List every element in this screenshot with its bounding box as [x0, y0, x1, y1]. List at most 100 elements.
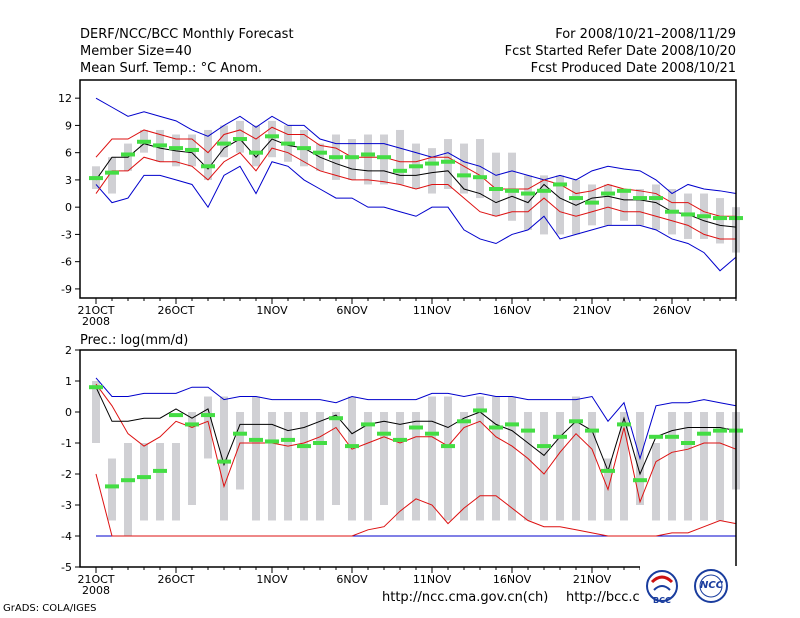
median-marker	[569, 196, 583, 201]
ensemble-box	[380, 134, 388, 185]
x-tick-label: 6NOV	[336, 573, 368, 586]
ensemble-box	[348, 396, 356, 521]
median-marker	[137, 139, 151, 144]
median-marker	[153, 468, 167, 473]
ensemble-box	[556, 175, 564, 235]
bcc-logo-text: BCC	[653, 596, 671, 605]
ensemble-box	[588, 412, 596, 521]
x-tick-label: 21OCT	[77, 573, 114, 586]
median-marker	[569, 419, 583, 424]
median-marker	[617, 422, 631, 427]
median-marker	[633, 196, 647, 201]
ensemble-box	[124, 443, 132, 536]
median-marker	[185, 147, 199, 152]
x-tick-label: 26OCT	[157, 573, 194, 586]
y-tick-label: -1	[61, 437, 72, 450]
median-marker	[649, 434, 663, 439]
median-marker	[601, 468, 615, 473]
median-marker	[345, 155, 359, 160]
y-tick-label: 2	[65, 344, 72, 357]
ensemble-box	[572, 396, 580, 521]
median-marker	[553, 434, 567, 439]
median-marker	[233, 137, 247, 142]
y-tick-label: 0	[65, 406, 72, 419]
x-tick-label: 6NOV	[336, 304, 368, 317]
y-tick-label: 1	[65, 375, 72, 388]
median-marker	[201, 413, 215, 418]
median-marker	[377, 155, 391, 160]
median-marker	[457, 173, 471, 178]
y-tick-label: 9	[65, 119, 72, 132]
median-marker	[313, 441, 327, 445]
median-marker	[409, 164, 423, 169]
median-marker	[537, 444, 551, 449]
ensemble-box	[476, 139, 484, 199]
logo-graphics	[646, 569, 728, 603]
median-marker	[329, 416, 343, 421]
median-marker	[201, 164, 215, 169]
ensemble-box	[252, 396, 260, 521]
footer-url-ncc[interactable]: http://ncc.cma.gov.cn(ch)	[382, 590, 549, 605]
median-marker	[233, 431, 247, 436]
median-marker	[697, 431, 711, 436]
median-marker	[217, 459, 231, 464]
ensemble-box	[492, 396, 500, 521]
y-tick-label: -9	[61, 283, 72, 296]
ensemble-box	[540, 412, 548, 521]
series-mean-line	[95, 138, 737, 228]
ensemble-box	[716, 198, 724, 244]
median-marker	[265, 134, 279, 139]
median-marker	[313, 150, 327, 155]
header-right: For 2008/10/21–2008/11/29 Fcst Started R…	[505, 26, 736, 77]
y-tick-label: 12	[58, 92, 72, 105]
median-marker	[633, 478, 647, 483]
median-marker	[425, 431, 439, 436]
median-marker	[137, 475, 151, 480]
x-tick-label: 26NOV	[653, 304, 692, 317]
ensemble-box	[172, 443, 180, 521]
ensemble-box	[316, 412, 324, 521]
median-marker	[649, 196, 663, 201]
member-size-label: Member Size=40	[80, 44, 192, 59]
median-marker	[681, 441, 695, 445]
ensemble-box	[412, 412, 420, 521]
median-marker	[377, 431, 391, 436]
y-tick-label: -3	[61, 499, 72, 512]
x-tick-label: 11NOV	[413, 573, 452, 586]
median-marker	[601, 191, 615, 196]
median-marker	[89, 176, 103, 181]
median-marker	[169, 413, 183, 418]
ensemble-box	[588, 184, 596, 226]
y-tick-label: -4	[61, 530, 72, 543]
y-tick-label: -5	[61, 561, 72, 574]
x-year-label: 2008	[82, 315, 110, 328]
median-marker	[89, 385, 103, 390]
x-tick-label: 21OCT	[77, 304, 114, 317]
x-tick-label: 21NOV	[573, 304, 612, 317]
median-marker	[185, 422, 199, 427]
y-tick-label: -6	[61, 256, 72, 269]
x-tick-label: 11NOV	[413, 304, 452, 317]
ensemble-box	[716, 412, 724, 521]
median-marker	[105, 484, 119, 489]
median-marker	[505, 188, 519, 193]
median-marker	[105, 170, 119, 175]
median-marker	[361, 152, 375, 157]
median-marker	[697, 214, 711, 219]
x-tick-label: 16NOV	[493, 573, 532, 586]
median-marker	[425, 161, 439, 166]
median-marker	[585, 200, 599, 205]
ensemble-box	[364, 412, 372, 521]
ensemble-box	[284, 412, 292, 521]
series-max-line	[95, 377, 737, 461]
median-marker	[265, 439, 279, 444]
median-marker	[473, 408, 487, 413]
median-marker	[665, 434, 679, 439]
median-marker	[457, 419, 471, 424]
median-marker	[169, 146, 183, 151]
median-marker	[281, 141, 295, 146]
grads-credit: GrADS: COLA/IGES	[3, 603, 97, 614]
median-marker	[537, 188, 551, 193]
footer-url-bcc[interactable]: http://bcc.cma.gov.cn	[566, 590, 646, 605]
